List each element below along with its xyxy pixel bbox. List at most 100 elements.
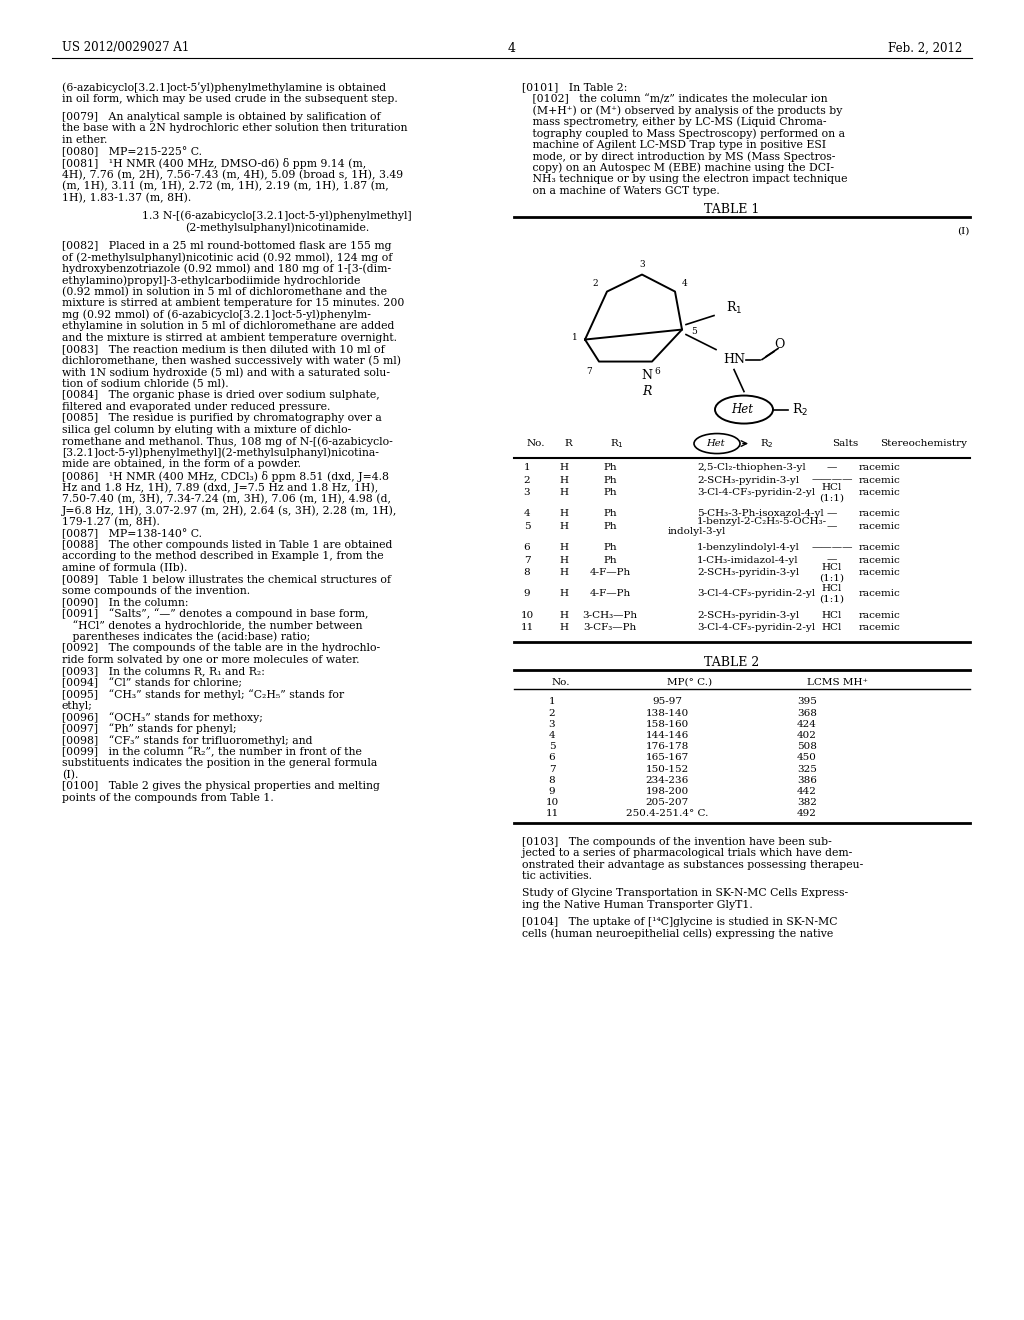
Text: [0094]   “Cl” stands for chlorine;: [0094] “Cl” stands for chlorine;	[62, 677, 242, 688]
Text: [3.2.1]oct-5-yl)phenylmethyl](2-methylsulphanyl)nicotina-: [3.2.1]oct-5-yl)phenylmethyl](2-methylsu…	[62, 447, 379, 458]
Text: 1: 1	[523, 463, 530, 473]
Text: racemic: racemic	[859, 589, 901, 598]
Text: HCl: HCl	[822, 564, 842, 572]
Text: R: R	[642, 385, 651, 399]
Text: No.: No.	[552, 678, 570, 686]
Text: racemic: racemic	[859, 510, 901, 519]
Text: Feb. 2, 2012: Feb. 2, 2012	[888, 41, 962, 54]
Text: 7: 7	[586, 367, 592, 376]
Text: tic activities.: tic activities.	[522, 871, 592, 880]
Text: [0097]   “Ph” stands for phenyl;: [0097] “Ph” stands for phenyl;	[62, 723, 237, 734]
Text: mixture is stirred at ambient temperature for 15 minutes. 200: mixture is stirred at ambient temperatur…	[62, 298, 404, 308]
Text: 7: 7	[523, 556, 530, 565]
Text: indolyl-3-yl: indolyl-3-yl	[668, 527, 726, 536]
Text: [0082]   Placed in a 25 ml round-bottomed flask are 155 mg: [0082] Placed in a 25 ml round-bottomed …	[62, 240, 391, 251]
Text: H: H	[559, 611, 568, 619]
Text: [0089]   Table 1 below illustrates the chemical structures of: [0089] Table 1 below illustrates the che…	[62, 574, 391, 585]
Text: 3-CF₃—Ph: 3-CF₃—Ph	[584, 623, 637, 632]
Text: 158-160: 158-160	[645, 719, 688, 729]
Text: copy) on an Autospec M (EBE) machine using the DCI-: copy) on an Autospec M (EBE) machine usi…	[522, 162, 834, 173]
Text: 2-SCH₃-pyridin-3-yl: 2-SCH₃-pyridin-3-yl	[697, 568, 799, 577]
Text: Ph: Ph	[603, 521, 616, 531]
Text: (6-azabicyclo[3.2.1]oct-5ʹyl)phenylmethylamine is obtained: (6-azabicyclo[3.2.1]oct-5ʹyl)phenylmethy…	[62, 82, 386, 92]
Text: N: N	[641, 370, 652, 381]
Text: (1:1): (1:1)	[819, 494, 845, 502]
Text: 9: 9	[549, 787, 555, 796]
Text: the base with a 2N hydrochloric ether solution then trituration: the base with a 2N hydrochloric ether so…	[62, 123, 408, 133]
Text: 5: 5	[523, 521, 530, 531]
Text: mg (0.92 mmol) of (6-azabicyclo[3.2.1]oct-5-yl)phenylm-: mg (0.92 mmol) of (6-azabicyclo[3.2.1]oc…	[62, 310, 371, 321]
Text: ing the Native Human Transporter GlyT1.: ing the Native Human Transporter GlyT1.	[522, 900, 753, 909]
Text: —: —	[826, 521, 838, 531]
Text: (0.92 mmol) in solution in 5 ml of dichloromethane and the: (0.92 mmol) in solution in 5 ml of dichl…	[62, 286, 387, 297]
Text: H: H	[559, 568, 568, 577]
Text: of (2-methylsulphanyl)nicotinic acid (0.92 mmol), 124 mg of: of (2-methylsulphanyl)nicotinic acid (0.…	[62, 252, 392, 263]
Text: 138-140: 138-140	[645, 709, 688, 718]
Text: 198-200: 198-200	[645, 787, 688, 796]
Text: J=6.8 Hz, 1H), 3.07-2.97 (m, 2H), 2.64 (s, 3H), 2.28 (m, 1H),: J=6.8 Hz, 1H), 3.07-2.97 (m, 2H), 2.64 (…	[62, 506, 397, 516]
Text: 508: 508	[797, 742, 817, 751]
Text: 2: 2	[549, 709, 555, 718]
Text: [0080]   MP=215-225° C.: [0080] MP=215-225° C.	[62, 147, 202, 157]
Text: HCl: HCl	[822, 623, 842, 632]
Text: 3-Cl-4-CF₃-pyridin-2-yl: 3-Cl-4-CF₃-pyridin-2-yl	[697, 488, 815, 498]
Text: Stereochemistry: Stereochemistry	[880, 440, 967, 447]
Text: 95-97: 95-97	[652, 697, 682, 706]
Text: racemic: racemic	[859, 568, 901, 577]
Text: 325: 325	[797, 764, 817, 774]
Text: (I): (I)	[957, 227, 970, 235]
Text: 2,5-Cl₂-thiophen-3-yl: 2,5-Cl₂-thiophen-3-yl	[697, 463, 806, 473]
Text: [0102]   the column “m/z” indicates the molecular ion: [0102] the column “m/z” indicates the mo…	[522, 94, 827, 104]
Text: R$_1$: R$_1$	[726, 300, 742, 315]
Text: [0090]   In the column:: [0090] In the column:	[62, 597, 188, 607]
Text: H: H	[559, 543, 568, 552]
Text: 4H), 7.76 (m, 2H), 7.56-7.43 (m, 4H), 5.09 (broad s, 1H), 3.49: 4H), 7.76 (m, 2H), 7.56-7.43 (m, 4H), 5.…	[62, 169, 403, 180]
Text: [0084]   The organic phase is dried over sodium sulphate,: [0084] The organic phase is dried over s…	[62, 391, 380, 400]
Text: Ph: Ph	[603, 556, 616, 565]
Text: 7: 7	[549, 764, 555, 774]
Text: 205-207: 205-207	[645, 799, 688, 807]
Text: H: H	[559, 589, 568, 598]
Text: silica gel column by eluting with a mixture of dichlo-: silica gel column by eluting with a mixt…	[62, 425, 351, 434]
Text: 2: 2	[523, 475, 530, 484]
Text: LCMS MH⁺: LCMS MH⁺	[807, 678, 868, 686]
Text: parentheses indicates the (acid:base) ratio;: parentheses indicates the (acid:base) ra…	[62, 632, 310, 643]
Text: [0081]   ¹H NMR (400 MHz, DMSO-d6) δ ppm 9.14 (m,: [0081] ¹H NMR (400 MHz, DMSO-d6) δ ppm 9…	[62, 158, 367, 169]
Text: 9: 9	[523, 589, 530, 598]
Text: 1-benzyl-2-C₂H₅-5-OCH₃-: 1-benzyl-2-C₂H₅-5-OCH₃-	[697, 517, 827, 525]
Text: 165-167: 165-167	[645, 754, 688, 763]
Text: 6: 6	[523, 543, 530, 552]
Text: Ph: Ph	[603, 510, 616, 519]
Text: mode, or by direct introduction by MS (Mass Spectros-: mode, or by direct introduction by MS (M…	[522, 150, 836, 161]
Text: 5: 5	[691, 327, 697, 337]
Text: [0103]   The compounds of the invention have been sub-: [0103] The compounds of the invention ha…	[522, 837, 831, 846]
Text: racemic: racemic	[859, 475, 901, 484]
Text: romethane and methanol. Thus, 108 mg of N-[(6-azabicyclo-: romethane and methanol. Thus, 108 mg of …	[62, 436, 393, 446]
Text: (I).: (I).	[62, 770, 79, 780]
Text: 442: 442	[797, 787, 817, 796]
Text: 6: 6	[654, 367, 659, 376]
Text: 176-178: 176-178	[645, 742, 688, 751]
Text: HCl: HCl	[822, 483, 842, 492]
Text: filtered and evaporated under reduced pressure.: filtered and evaporated under reduced pr…	[62, 401, 331, 412]
Text: [0095]   “CH₃” stands for methyl; “C₂H₅” stands for: [0095] “CH₃” stands for methyl; “C₂H₅” s…	[62, 689, 344, 700]
Text: 4: 4	[549, 731, 555, 741]
Text: in oil form, which may be used crude in the subsequent step.: in oil form, which may be used crude in …	[62, 94, 397, 103]
Text: H: H	[559, 475, 568, 484]
Text: 3: 3	[639, 260, 645, 269]
Text: 492: 492	[797, 809, 817, 818]
Text: racemic: racemic	[859, 543, 901, 552]
Text: R$_1$: R$_1$	[610, 437, 624, 450]
Text: ethylamino)propyl]-3-ethylcarbodiimide hydrochloride: ethylamino)propyl]-3-ethylcarbodiimide h…	[62, 275, 360, 285]
Text: 386: 386	[797, 776, 817, 785]
Text: “HCl” denotes a hydrochloride, the number between: “HCl” denotes a hydrochloride, the numbe…	[62, 620, 362, 631]
Text: (m, 1H), 3.11 (m, 1H), 2.72 (m, 1H), 2.19 (m, 1H), 1.87 (m,: (m, 1H), 3.11 (m, 1H), 2.72 (m, 1H), 2.1…	[62, 181, 389, 191]
Text: 1: 1	[572, 333, 578, 342]
Text: R$_2$: R$_2$	[760, 437, 774, 450]
Text: 402: 402	[797, 731, 817, 741]
Text: H: H	[559, 488, 568, 498]
Text: 10: 10	[546, 799, 559, 807]
Text: [0083]   The reaction medium is then diluted with 10 ml of: [0083] The reaction medium is then dilut…	[62, 345, 385, 354]
Text: 382: 382	[797, 799, 817, 807]
Text: ethylamine in solution in 5 ml of dichloromethane are added: ethylamine in solution in 5 ml of dichlo…	[62, 321, 394, 331]
